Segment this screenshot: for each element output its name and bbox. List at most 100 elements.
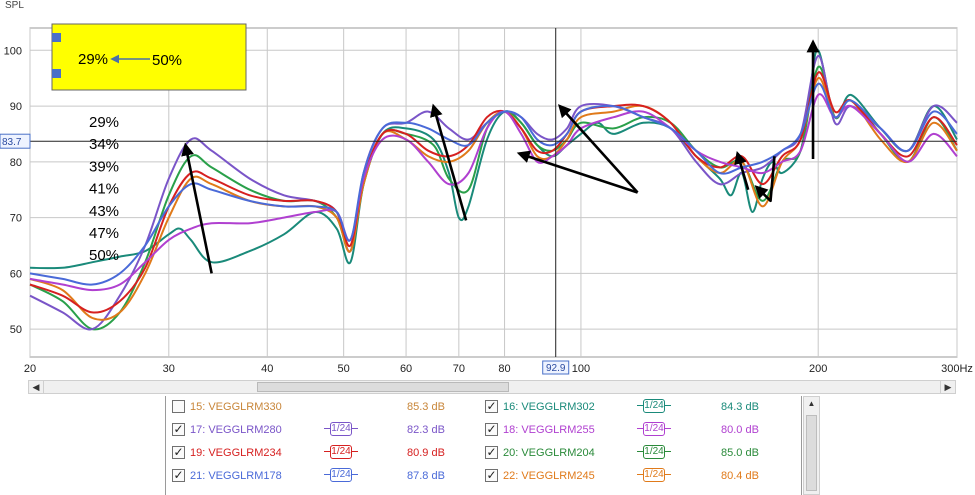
y-tick-label: 50 [10, 324, 22, 336]
legend-row: ✓ 21: VEGGLRM178 1/24 87.8 dB ✓ 22: VEGGLRM24… [166, 466, 801, 488]
measurement-name: 22: VEGGLRM245 [503, 470, 595, 482]
measurement-level: 87.8 dB [407, 470, 445, 482]
x-tick-label: 20 [24, 363, 36, 375]
smoothing-icon[interactable]: 1/24 [324, 468, 360, 484]
annotation-arrow-1 [181, 142, 213, 274]
plot-canvas[interactable]: 20 30 40 50 60 70 80 100 200 300Hz 50 60 70 80 90 100 SP… [0, 0, 975, 378]
legend-entry: ✓ 21: VEGGLRM178 1/24 87.8 dB [166, 466, 801, 488]
smoothing-tick-right [352, 474, 358, 475]
series-line-6 [29, 93, 958, 292]
smoothing-label: 1/24 [330, 468, 352, 482]
annotation-arrow-2 [430, 103, 468, 221]
cursor-y-readout-box [0, 133, 31, 149]
legend-entry: ✓ 17: VEGGLRM280 1/24 82.3 dB [166, 420, 801, 442]
y-axis-label: SPL [5, 0, 24, 11]
legend-row: ✓ 17: VEGGLRM280 1/24 82.3 dB ✓ 18: VEGGLRM25… [166, 420, 801, 442]
frequency-response-plot[interactable]: 20 30 40 50 60 70 80 100 200 300Hz 50 60 70 80 90 100 SP… [0, 0, 975, 378]
smoothing-icon[interactable]: 1/24 [324, 422, 360, 438]
percent-label: 29% [89, 114, 119, 131]
percent-label: 41% [89, 181, 119, 198]
legend-entry: ✓ 20: VEGGLRM204 1/24 85.0 dB [166, 443, 801, 465]
inset-marker-top [52, 33, 61, 42]
inset-annotation-box [51, 23, 247, 91]
smoothing-label: 1/24 [330, 422, 352, 436]
smoothing-icon[interactable]: 1/24 [637, 399, 673, 415]
series-line-2 [29, 65, 958, 331]
y-tick-label: 60 [10, 268, 22, 280]
measurement-level: 80.4 dB [721, 470, 759, 482]
percent-label: 39% [89, 158, 119, 175]
cursor-x-readout-box [542, 360, 570, 375]
measurement-level: 80.9 dB [407, 447, 445, 459]
measurement-checkbox[interactable]: ✓ [485, 422, 498, 436]
x-tick-label: 70 [453, 363, 465, 375]
smoothing-tick-left [637, 474, 643, 475]
smoothing-icon[interactable]: 1/24 [637, 468, 673, 484]
smoothing-label: 1/24 [643, 445, 665, 459]
y-tick-label: 80 [10, 157, 22, 169]
scroll-thumb[interactable] [257, 382, 509, 392]
smoothing-tick-left [324, 474, 330, 475]
x-tick-label: 300Hz [941, 363, 973, 375]
smoothing-tick-right [665, 451, 671, 452]
measurement-checkbox[interactable]: ✓ [485, 445, 498, 459]
horizontal-scrollbar[interactable]: ◀ ▶ [28, 380, 956, 394]
smoothing-tick-left [637, 428, 643, 429]
legend-vertical-scrollbar[interactable]: ▲ [803, 396, 820, 495]
measurement-name: 15: VEGGLRM330 [190, 401, 282, 413]
annotation-arrow-6 [754, 156, 776, 203]
measurement-level: 82.3 dB [407, 424, 445, 436]
smoothing-tick-right [665, 405, 671, 406]
smoothing-label: 1/24 [643, 422, 665, 436]
measurement-checkbox[interactable]: ✓ [172, 468, 185, 482]
smoothing-tick-right [352, 451, 358, 452]
cursor-x-readout: 92.9 [546, 363, 566, 374]
measurement-checkbox[interactable]: ✓ [172, 445, 185, 459]
measurement-name: 21: VEGGLRM178 [190, 470, 282, 482]
legend-entry: 15: VEGGLRM330 85.3 dB [166, 397, 801, 419]
percent-label: 47% [89, 225, 119, 242]
smoothing-label: 1/24 [643, 468, 665, 482]
annotation-arrow-4 [516, 150, 638, 194]
smoothing-tick-right [665, 428, 671, 429]
legend-entry: ✓ 18: VEGGLRM255 1/24 80.0 dB [166, 420, 801, 442]
smoothing-tick-left [637, 405, 643, 406]
smoothing-icon[interactable]: 1/24 [637, 445, 673, 461]
smoothing-icon[interactable]: 1/24 [324, 445, 360, 461]
measurement-name: 16: VEGGLRM302 [503, 401, 595, 413]
x-tick-label: 200 [809, 363, 827, 375]
annotation-arrow-3 [558, 104, 639, 194]
smoothing-icon[interactable]: 1/24 [637, 422, 673, 438]
legend-entry: ✓ 22: VEGGLRM245 1/24 80.4 dB [166, 466, 801, 488]
smoothing-tick-right [352, 428, 358, 429]
x-tick-label: 60 [400, 363, 412, 375]
x-tick-label: 40 [261, 363, 273, 375]
measurement-level: 84.3 dB [721, 401, 759, 413]
measurement-checkbox[interactable]: ✓ [172, 422, 185, 436]
percent-label: 50% [89, 247, 119, 264]
x-tick-label: 30 [163, 363, 175, 375]
smoothing-tick-left [324, 428, 330, 429]
legend-entry: ✓ 19: VEGGLRM234 1/24 80.9 dB [166, 443, 801, 465]
measurement-checkbox[interactable]: ✓ [485, 468, 498, 482]
y-tick-label: 90 [10, 101, 22, 113]
scroll-right-icon[interactable]: ▶ [940, 381, 955, 393]
annotation-arrow-5 [734, 150, 750, 191]
x-tick-label: 50 [338, 363, 350, 375]
inset-to-label: 50% [152, 52, 182, 69]
inset-from-label: 29% [78, 51, 108, 68]
legend-scroll-thumb[interactable] [806, 415, 817, 491]
measurement-level: 80.0 dB [721, 424, 759, 436]
legend-row: ✓ 19: VEGGLRM234 1/24 80.9 dB ✓ 20: VEGGLRM20… [166, 443, 801, 465]
measurement-checkbox[interactable]: ✓ [485, 399, 498, 413]
y-tick-label: 100 [4, 45, 22, 57]
measurement-name: 19: VEGGLRM234 [190, 447, 282, 459]
scroll-up-icon[interactable]: ▲ [807, 399, 816, 408]
scroll-left-icon[interactable]: ◀ [29, 381, 44, 393]
measurement-checkbox[interactable] [172, 400, 185, 413]
inset-marker-bottom [52, 69, 61, 78]
measurement-legend: 15: VEGGLRM330 85.3 dB ✓ 16: VEGGLRM302 1/24… [165, 396, 802, 495]
measurement-level: 85.3 dB [407, 401, 445, 413]
measurement-name: 18: VEGGLRM255 [503, 424, 595, 436]
series-line-7 [29, 82, 958, 286]
